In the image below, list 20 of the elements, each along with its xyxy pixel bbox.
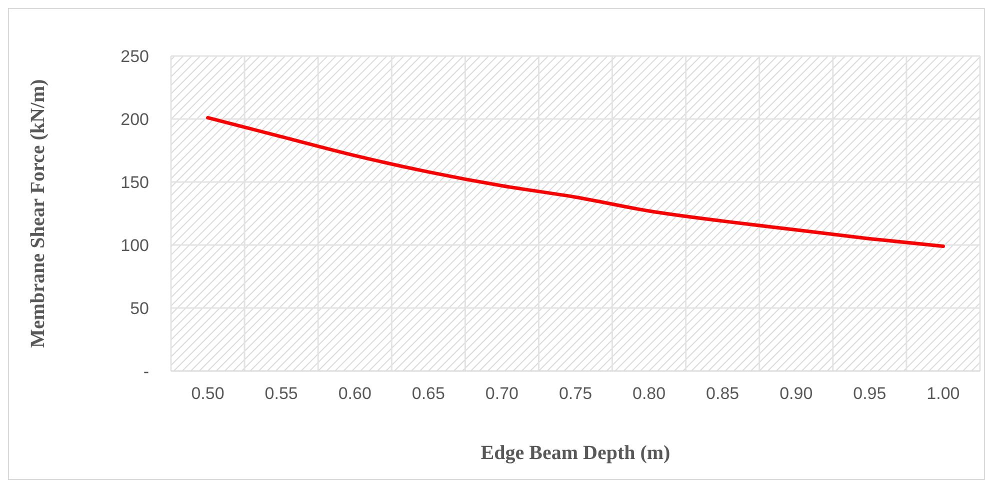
y-tick-label: 150	[120, 173, 149, 192]
x-tick-label: 0.80	[632, 384, 666, 404]
x-tick-label: 0.90	[780, 384, 813, 404]
x-tick-label: 0.65	[412, 384, 445, 404]
x-tick-label: 0.50	[191, 384, 224, 404]
x-tick-label: 0.75	[558, 384, 592, 404]
y-tick-label: 100	[120, 236, 149, 256]
line-series	[206, 116, 945, 248]
x-axis-title: Edge Beam Depth (m)	[480, 442, 670, 464]
x-tick-label: 0.85	[706, 384, 740, 404]
y-tick-label: 50	[130, 299, 149, 318]
x-tick-label: 1.00	[926, 384, 960, 404]
y-tick-label: -	[143, 362, 149, 382]
x-tick-label: 0.60	[338, 384, 372, 404]
y-tick-label: 200	[120, 110, 149, 130]
x-tick-label: 0.55	[264, 384, 298, 404]
x-tick-label: 0.95	[853, 384, 886, 404]
x-tick-label: 0.70	[485, 384, 518, 404]
y-tick-label: 250	[120, 47, 149, 66]
y-axis-title: Membrane Shear Force (kN/m)	[27, 79, 50, 348]
